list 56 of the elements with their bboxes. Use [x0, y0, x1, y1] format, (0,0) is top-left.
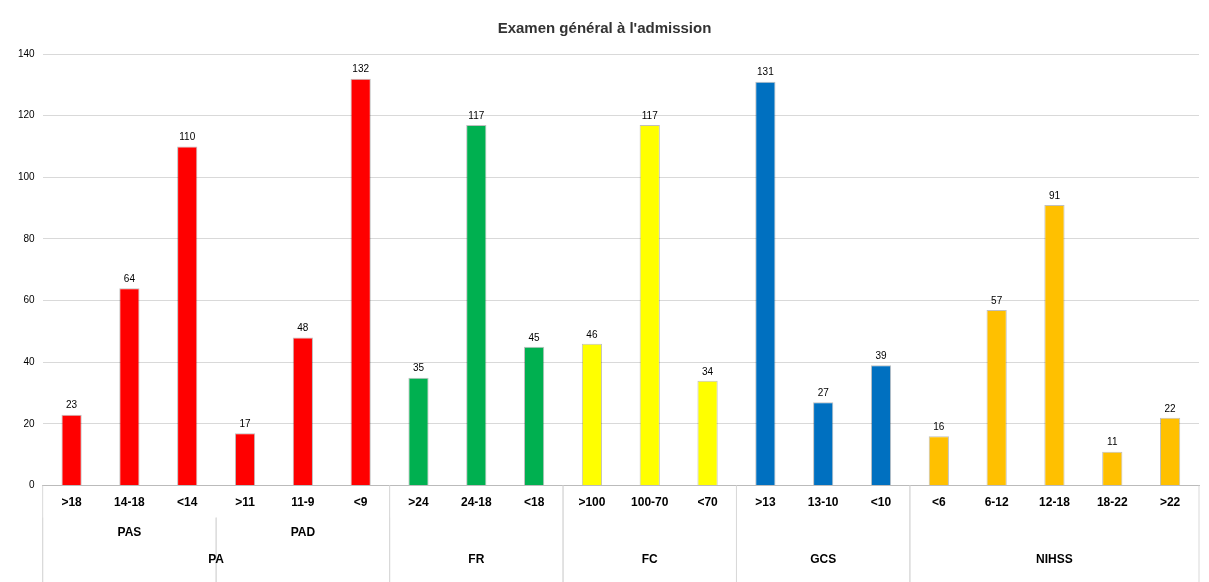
x-tick-label: <9 [353, 495, 368, 510]
x-tick-label: <14 [177, 495, 198, 510]
data-label: 16 [933, 421, 945, 433]
x-tick-label: <6 [931, 495, 946, 510]
y-tick-label: 140 [18, 47, 36, 59]
data-label: 117 [641, 109, 659, 121]
y-tick-label: 0 [29, 479, 36, 491]
data-label: 131 [757, 66, 775, 78]
data-label: 11 [1107, 436, 1118, 448]
data-label: 27 [817, 387, 830, 399]
x-tick-label: >13 [755, 495, 776, 510]
x-tick-label: <70 [697, 495, 719, 510]
data-label: 91 [1048, 189, 1061, 201]
data-label: 64 [123, 273, 136, 285]
text: FC [641, 551, 659, 566]
x-tick-label: 18-22 [1096, 495, 1128, 510]
y-tick-label: 80 [23, 232, 36, 244]
data-label: 23 [66, 399, 78, 411]
x-tick-label: 14-18 [114, 495, 146, 510]
x-tick-label: 100-70 [631, 495, 669, 510]
data-label: 132 [352, 63, 370, 75]
data-label: 57 [991, 294, 1003, 306]
x-tick-label: >100 [578, 495, 606, 510]
chart-title: Examen général à l'admission [497, 19, 712, 37]
data-label: 17 [239, 417, 252, 429]
x-tick-label: <10 [870, 495, 892, 510]
x-tick-label: 11-9 [291, 495, 315, 510]
data-label: 48 [297, 322, 309, 334]
x-tick-label: >24 [408, 495, 429, 510]
x-tick-label: 12-18 [1039, 495, 1071, 510]
y-tick-label: 60 [23, 294, 36, 306]
y-tick-label: 40 [23, 356, 36, 368]
data-label: 35 [412, 362, 425, 374]
text: PAS [117, 524, 142, 539]
data-label: 110 [179, 131, 196, 143]
data-label: 46 [586, 328, 598, 340]
data-label: 34 [702, 365, 714, 377]
data-label: 117 [468, 109, 485, 121]
y-tick-label: 120 [18, 109, 36, 121]
x-tick-label: 6-12 [984, 495, 1009, 510]
data-label: 45 [528, 331, 541, 343]
text: NIHSS [1036, 551, 1073, 566]
text: PA [208, 551, 225, 566]
y-tick-label: 100 [18, 171, 36, 183]
x-tick-label: >18 [61, 495, 83, 510]
text: FR [468, 551, 485, 566]
x-tick-label: >11 [235, 495, 256, 510]
x-tick-label: 13-10 [807, 495, 839, 510]
text: GCS [810, 551, 837, 566]
x-tick-label: >22 [1159, 495, 1181, 510]
data-label: 22 [1164, 402, 1177, 414]
data-label: 39 [875, 350, 888, 362]
text: PAD [290, 524, 316, 539]
x-tick-label: <18 [523, 495, 545, 510]
x-tick-label: 24-18 [460, 495, 492, 510]
y-tick-label: 20 [23, 417, 36, 429]
